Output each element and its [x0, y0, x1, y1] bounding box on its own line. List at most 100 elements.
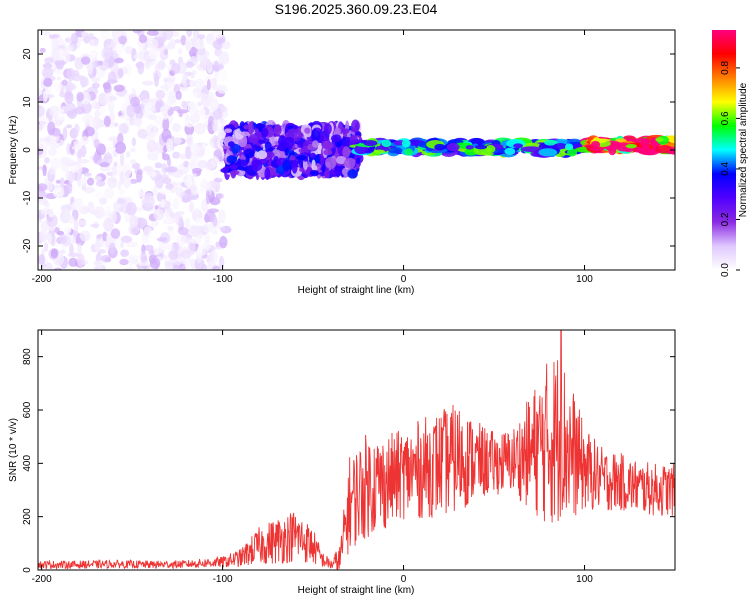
spectrogram-cell — [163, 48, 169, 56]
spectrogram-cell — [194, 122, 206, 135]
spectrogram-cell — [177, 227, 189, 235]
spectrogram-cell — [355, 157, 361, 164]
spectrogram-cell — [119, 171, 125, 186]
spectrogram-cell — [148, 48, 158, 60]
spectrogram-cell — [252, 144, 259, 151]
spectrogram-cell — [118, 35, 128, 45]
spectrogram-cell — [138, 43, 146, 53]
spectrogram-cell — [117, 68, 124, 78]
spectrogram-cell — [118, 123, 129, 135]
spectrogram-cell — [323, 149, 333, 156]
spectrogram-cell — [363, 140, 378, 147]
spectrogram-cell — [136, 169, 143, 183]
spectrogram-cell — [344, 157, 356, 169]
spectrogram-cell — [175, 186, 184, 199]
spectrogram-cell — [64, 226, 72, 234]
spectrogram-cell — [312, 165, 318, 172]
spectrogram-cell — [196, 34, 206, 40]
spectrogram-cell — [73, 219, 79, 233]
spectrogram-cell — [111, 165, 117, 177]
spectrogram-x-tick-label: 100 — [576, 274, 593, 285]
spectrogram-cells — [38, 30, 675, 270]
spectrogram-cell — [446, 142, 460, 152]
spectrogram-cell — [91, 76, 101, 83]
spectrogram-cell — [47, 147, 57, 157]
spectrogram-cell — [178, 111, 183, 118]
spectrogram-cell — [77, 148, 83, 159]
spectrogram-cell — [197, 101, 202, 107]
spectrogram-cell — [94, 238, 102, 252]
spectrogram-cell — [99, 162, 110, 168]
spectrogram-cell — [130, 255, 141, 260]
spectrogram-cell — [218, 209, 226, 224]
spectrogram-cell — [89, 37, 95, 48]
spectrogram-cell — [129, 159, 137, 165]
spectrogram-cell — [190, 72, 195, 79]
snr-y-tick-label: 600 — [22, 401, 33, 418]
spectrogram-cell — [114, 141, 126, 154]
spectrogram-cell — [38, 105, 46, 118]
spectrogram-cell — [133, 54, 142, 60]
spectrogram-cell — [248, 134, 258, 143]
spectrogram-cell — [171, 62, 181, 74]
spectrogram-cell — [71, 145, 80, 150]
spectrogram-cell — [46, 214, 58, 228]
snr-x-label: Height of straight line (km) — [298, 585, 415, 596]
chart-title: S196.2025.360.09.23.E04 — [275, 1, 438, 17]
spectrogram-cell — [80, 56, 91, 65]
spectrogram-cell — [553, 143, 568, 150]
spectrogram-cell — [90, 223, 100, 228]
spectrogram-cell — [299, 167, 305, 172]
spectrogram-cell — [65, 103, 74, 111]
spectrogram-cell — [87, 62, 94, 75]
snr-panel: -200 -100 0 100 0 200 400 600 800 Height of str… — [8, 329, 676, 596]
spectrogram-cell — [287, 125, 294, 130]
spectrogram-cell — [108, 177, 118, 183]
spectrogram-cell — [69, 242, 74, 256]
spectrogram-cell — [151, 219, 159, 228]
spectrogram-cell — [164, 216, 173, 224]
spectrogram-cell — [45, 94, 55, 99]
spectrogram-cell — [94, 192, 105, 199]
spectrogram-cell — [324, 170, 330, 177]
spectrogram-cell — [211, 77, 217, 88]
spectrogram-cell — [321, 165, 326, 173]
spectrogram-cell — [216, 84, 228, 94]
spectrogram-cell — [211, 155, 219, 167]
spectrogram-cell — [70, 32, 79, 45]
spectrogram-cell — [309, 169, 319, 177]
spectrogram-cell — [51, 47, 60, 62]
spectrogram-cell — [404, 148, 413, 156]
spectrogram-cell — [39, 228, 48, 243]
spectrogram-cell — [68, 257, 78, 267]
spectrogram-cell — [163, 30, 174, 40]
spectrogram-cell — [209, 97, 219, 112]
spectrogram-cell — [117, 198, 126, 204]
spectrogram-cell — [120, 241, 125, 248]
spectrogram-cell — [304, 127, 311, 134]
spectrogram-cell — [334, 165, 345, 176]
spectrogram-cell — [130, 147, 136, 153]
spectrogram-cell — [129, 96, 141, 107]
colorbar-label: Normalized spectral amplitude — [738, 82, 749, 217]
spectrogram-cell — [211, 30, 224, 39]
spectrogram-cell — [77, 243, 82, 256]
spectrogram-cell — [224, 165, 229, 172]
spectrogram-cell — [219, 226, 226, 232]
spectrogram-cell — [335, 156, 347, 165]
spectrogram-cell — [202, 241, 211, 251]
spectrogram-cell — [65, 124, 73, 129]
spectrogram-cell — [192, 88, 201, 94]
spectrogram-cell — [88, 32, 94, 40]
spectrogram-cell — [70, 165, 79, 174]
spectrogram-cell — [538, 148, 558, 157]
spectrogram-cell — [277, 165, 284, 172]
spectrogram-cell — [166, 75, 174, 89]
spectrogram-cell — [192, 173, 197, 178]
spectrogram-cell — [207, 208, 220, 213]
spectrogram-cell — [504, 147, 516, 156]
spectrogram-cell — [173, 136, 182, 145]
spectrogram-cell — [159, 188, 172, 195]
spectrogram-cell — [54, 60, 67, 66]
spectrogram-cell — [132, 30, 142, 34]
